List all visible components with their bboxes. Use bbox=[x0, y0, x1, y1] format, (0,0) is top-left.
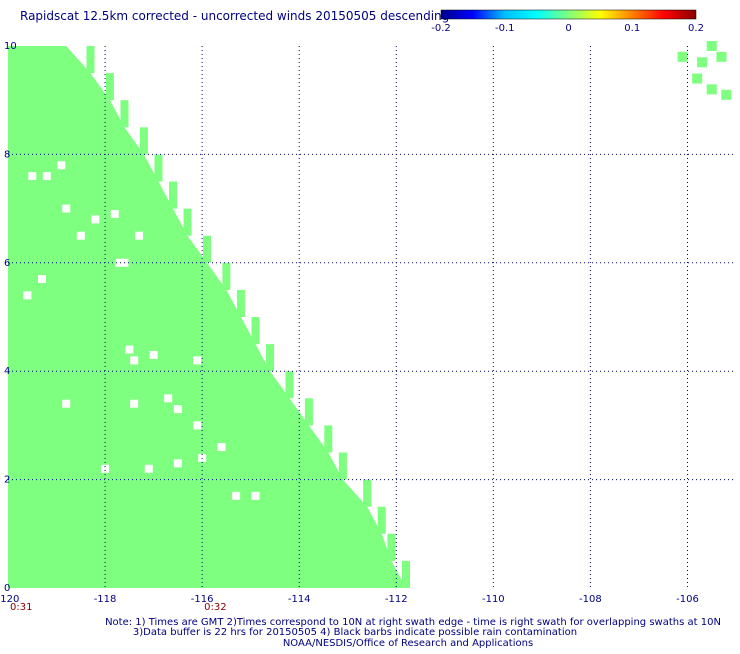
swath-edge-cell bbox=[120, 100, 129, 128]
swath-edge-cell bbox=[251, 317, 260, 345]
swath-edge-cell bbox=[86, 46, 95, 74]
x-tick-label: -120 bbox=[0, 594, 19, 605]
swath-gap-cell bbox=[101, 464, 110, 473]
swath-gap-cell bbox=[28, 172, 37, 181]
swath-edge-cell bbox=[154, 154, 163, 182]
x-tick-label: -106 bbox=[676, 594, 699, 605]
swath-gap-cell bbox=[193, 421, 202, 430]
swath-gap-cell bbox=[173, 459, 182, 468]
chart-title: Rapidscat 12.5km corrected - uncorrected… bbox=[20, 9, 449, 23]
swath-edge-cell bbox=[285, 371, 294, 399]
swath-upper-right-cell bbox=[706, 84, 717, 95]
swath-gap-cell bbox=[110, 210, 119, 219]
swath-gap-cell bbox=[149, 350, 158, 359]
note-line-1: Note: 1) Times are GMT 2)Times correspon… bbox=[105, 617, 721, 628]
swath-edge-cell bbox=[338, 452, 347, 480]
swath-gap-cell bbox=[217, 443, 226, 452]
x-time-label: 0:31 bbox=[10, 602, 32, 613]
plot-area: -120 -118 -116 -114 -112 -110 -108 -106 0 2 4 6 8 10 bbox=[0, 41, 736, 605]
swath-gap-cell bbox=[125, 345, 134, 354]
swath-edge-cell bbox=[105, 73, 114, 101]
x-tick-label: -118 bbox=[94, 594, 117, 605]
swath-upper-right-cell bbox=[721, 89, 732, 100]
swath-edge-cell bbox=[266, 344, 275, 372]
swath-upper-right-cell bbox=[692, 73, 703, 84]
y-tick-label: 0 bbox=[4, 583, 10, 594]
swath-edge-cell bbox=[377, 506, 386, 534]
note-line-2: 3)Data buffer is 22 hrs for 20150505 4) … bbox=[133, 627, 577, 638]
swath-gap-cell bbox=[23, 291, 32, 300]
y-tick-label: 6 bbox=[4, 258, 10, 269]
colorbar-tick-label: -0.1 bbox=[495, 23, 515, 34]
swath-edge-cell bbox=[222, 262, 231, 290]
colorbar-tick-label: 0 bbox=[565, 23, 571, 34]
x-time-labels: 0:31 0:32 bbox=[10, 602, 227, 613]
swath-gap-cell bbox=[130, 356, 139, 365]
swath-gap-cell bbox=[198, 453, 207, 462]
swath-upper-right-cell bbox=[697, 57, 708, 68]
swath-gap-cell bbox=[37, 275, 46, 284]
swath-upper-right-cell bbox=[677, 51, 688, 62]
swath-upper-right-cell bbox=[706, 41, 717, 51]
swath-gap-cell bbox=[232, 491, 241, 500]
swath-gap-cell bbox=[251, 491, 260, 500]
swath-gap-cell bbox=[173, 405, 182, 414]
x-tick-label: -116 bbox=[191, 594, 214, 605]
swath-edge-cell bbox=[202, 235, 211, 263]
swath-gap-cell bbox=[193, 356, 202, 365]
swath-gap-cell bbox=[62, 399, 71, 408]
colorbar-gradient bbox=[440, 9, 697, 20]
swath-gap-cell bbox=[130, 399, 139, 408]
swath-gap-cell bbox=[91, 215, 100, 224]
swath-edge-cell bbox=[139, 127, 148, 155]
y-tick-label: 4 bbox=[4, 366, 10, 377]
y-tick-label: 8 bbox=[4, 149, 10, 160]
x-tick-label: -112 bbox=[385, 594, 408, 605]
y-tick-label: 2 bbox=[4, 475, 10, 486]
swath-edge-cell bbox=[363, 479, 372, 507]
swath-edge-cell bbox=[169, 181, 178, 209]
swath-main bbox=[8, 46, 406, 588]
swath-gap-cell bbox=[135, 231, 144, 240]
y-tick-label: 10 bbox=[4, 41, 17, 52]
swath-gap-cell bbox=[144, 464, 153, 473]
swath-edge-cell bbox=[304, 398, 313, 426]
swath-gap-cell bbox=[76, 231, 85, 240]
swath-edge-cell bbox=[183, 208, 192, 236]
swath-edge-cell bbox=[236, 289, 245, 317]
swath-gap-cell bbox=[164, 394, 173, 403]
note-line-3: NOAA/NESDIS/Office of Research and Appli… bbox=[283, 638, 533, 649]
notes: Note: 1) Times are GMT 2)Times correspon… bbox=[105, 617, 721, 649]
swath-edge-cell bbox=[387, 533, 396, 561]
x-tick-label: -108 bbox=[579, 594, 602, 605]
colorbar-tick-label: 0.1 bbox=[624, 23, 640, 34]
swath-gap-cell bbox=[42, 172, 51, 181]
swath-edge-cell bbox=[324, 425, 333, 453]
x-time-label: 0:32 bbox=[204, 602, 226, 613]
x-tick-label: -110 bbox=[482, 594, 505, 605]
swath-gap-cell bbox=[115, 258, 124, 267]
swath-upper-right-cell bbox=[716, 51, 727, 62]
swath-gap-cell bbox=[62, 204, 71, 213]
swath-gap-cell bbox=[57, 161, 66, 170]
colorbar-tick-label: 0.2 bbox=[688, 23, 704, 34]
swath-edge-cell bbox=[401, 560, 410, 588]
x-tick-label: -114 bbox=[288, 594, 311, 605]
colorbar: -0.2 -0.1 0 0.1 0.2 bbox=[431, 9, 704, 34]
colorbar-tick-label: -0.2 bbox=[431, 23, 451, 34]
